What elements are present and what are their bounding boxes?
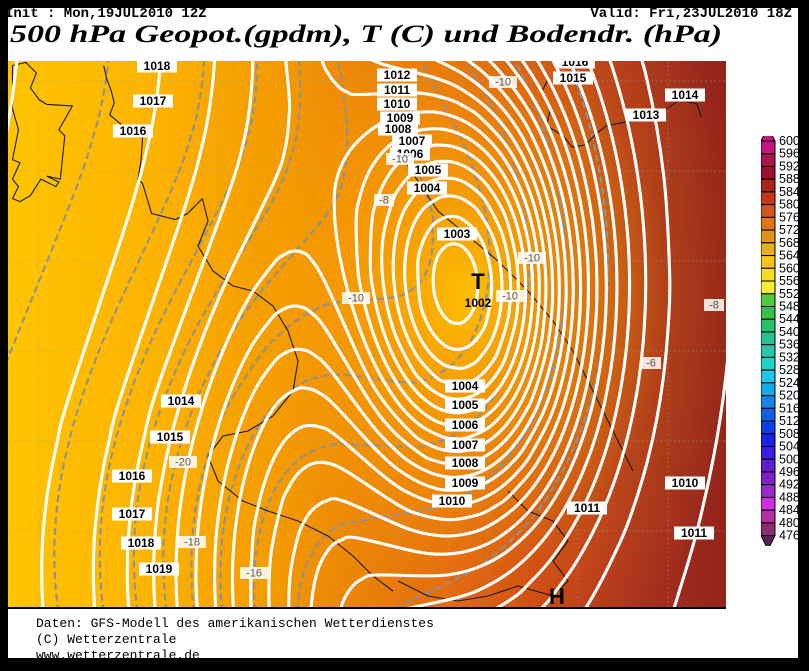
- svg-text:T: T: [471, 269, 485, 294]
- svg-text:1016: 1016: [119, 469, 146, 483]
- svg-text:1016: 1016: [562, 61, 589, 69]
- svg-text:-8: -8: [709, 300, 719, 312]
- svg-text:1010: 1010: [672, 476, 699, 490]
- svg-text:1012: 1012: [384, 68, 411, 82]
- svg-text:1009: 1009: [452, 476, 479, 490]
- svg-text:1015: 1015: [157, 430, 184, 444]
- svg-text:1007: 1007: [399, 134, 426, 148]
- svg-text:-10: -10: [495, 77, 511, 89]
- svg-text:-20: -20: [175, 457, 191, 469]
- svg-text:1006: 1006: [452, 418, 479, 432]
- svg-text:1010: 1010: [439, 494, 466, 508]
- svg-text:-10: -10: [502, 291, 518, 303]
- svg-text:1004: 1004: [414, 181, 441, 195]
- svg-text:-6: -6: [646, 358, 656, 370]
- svg-text:1008: 1008: [452, 456, 479, 470]
- svg-text:1011: 1011: [574, 501, 600, 515]
- svg-text:1010: 1010: [384, 97, 411, 111]
- svg-text:1018: 1018: [128, 536, 155, 550]
- svg-text:-18: -18: [184, 537, 200, 549]
- svg-text:1017: 1017: [140, 94, 167, 108]
- svg-text:1003: 1003: [444, 227, 471, 241]
- svg-text:1018: 1018: [144, 61, 171, 73]
- svg-text:1011: 1011: [384, 83, 410, 97]
- svg-text:-10: -10: [348, 293, 364, 305]
- svg-text:-16: -16: [246, 568, 262, 580]
- svg-text:1011: 1011: [681, 526, 707, 540]
- svg-text:-10: -10: [524, 253, 540, 265]
- svg-text:1004: 1004: [452, 379, 479, 393]
- svg-text:1007: 1007: [452, 438, 479, 452]
- svg-text:1017: 1017: [119, 507, 146, 521]
- svg-text:1005: 1005: [452, 398, 479, 412]
- svg-text:-8: -8: [379, 195, 389, 207]
- svg-text:-10: -10: [392, 154, 408, 166]
- svg-text:1013: 1013: [633, 108, 660, 122]
- svg-text:476: 476: [779, 529, 800, 543]
- svg-text:1016: 1016: [120, 124, 147, 138]
- svg-text:1005: 1005: [415, 163, 442, 177]
- svg-text:H: H: [549, 584, 565, 607]
- svg-text:1014: 1014: [168, 394, 195, 408]
- svg-text:1002: 1002: [465, 296, 492, 310]
- svg-text:1014: 1014: [672, 88, 699, 102]
- svg-text:1015: 1015: [560, 71, 587, 85]
- svg-text:1019: 1019: [146, 562, 173, 576]
